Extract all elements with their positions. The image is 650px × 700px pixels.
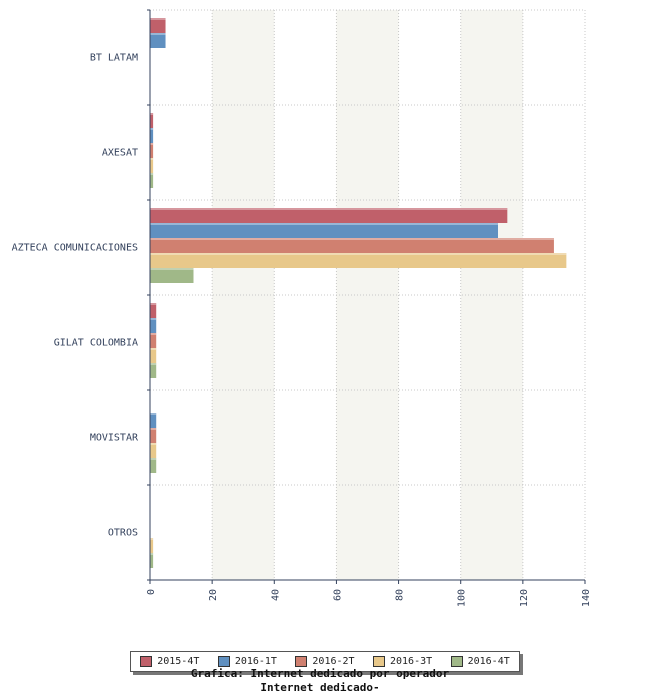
bar-highlight (150, 208, 508, 210)
bar (150, 268, 194, 283)
legend-label: 2016-1T (234, 656, 277, 667)
bar-highlight (150, 173, 154, 175)
category-label: MOVISTAR (90, 433, 139, 444)
bar (150, 173, 154, 188)
category-label: BT LATAM (90, 53, 138, 64)
category-labels: BT LATAM AXESAT AZTECA COMUNICACIONES GILAT… (12, 53, 139, 539)
x-tick-label: 0 (146, 589, 157, 595)
bar (150, 143, 154, 158)
legend-item: 2016-4T (450, 656, 510, 667)
legend-label: 2016-4T (467, 656, 510, 667)
bar (150, 538, 154, 553)
legend-swatch (373, 656, 385, 667)
chart-caption-line-2: Internet dedicado- (260, 681, 380, 694)
x-tick-label: 80 (395, 589, 406, 601)
bar (150, 333, 157, 348)
legend-swatch (140, 656, 153, 667)
bar (150, 253, 567, 268)
bar-highlight (150, 443, 157, 445)
bar (150, 428, 157, 443)
chart-caption-line-1: Grafica: Internet dedicado por operador (190, 667, 450, 680)
legend-item: 2016-3T (373, 656, 432, 667)
bar (150, 238, 554, 253)
bar (150, 318, 157, 333)
category-label: OTROS (108, 528, 138, 539)
axes (147, 9, 586, 584)
bar (150, 363, 157, 378)
bar (150, 208, 508, 223)
bar-highlight (150, 143, 154, 145)
bar-highlight (150, 348, 157, 350)
bar (150, 113, 154, 128)
category-label: AXESAT (102, 148, 138, 159)
legend-label: 2016-2T (312, 656, 355, 667)
x-tick-label: 100 (457, 589, 468, 607)
bar (150, 458, 157, 473)
category-label: GILAT COLOMBIA (54, 338, 138, 349)
legend-swatch (450, 656, 463, 667)
legend-swatch (217, 656, 230, 667)
x-tick-label: 120 (519, 589, 530, 607)
bar-highlight (150, 18, 166, 20)
bar-highlight (150, 318, 157, 320)
bar-highlight (150, 363, 157, 365)
bar-highlight (150, 113, 154, 115)
bars-group (150, 18, 567, 568)
bar-highlight (150, 333, 157, 335)
bar-chart: BT LATAM AXESAT AZTECA COMUNICACIONES GILAT… (12, 9, 592, 607)
bar (150, 33, 166, 48)
bar-highlight (150, 33, 166, 35)
legend-swatch (295, 656, 308, 667)
x-tick-label: 20 (208, 589, 219, 601)
legend-item: 2016-2T (295, 656, 355, 667)
legend-item: 2015-4T (140, 656, 199, 667)
bar-highlight (150, 223, 498, 225)
bar-highlight (150, 158, 154, 160)
x-tick-label: 60 (332, 589, 343, 601)
bar (150, 413, 157, 428)
bar-highlight (150, 128, 154, 130)
grid-band (336, 10, 399, 580)
bar-highlight (150, 413, 157, 415)
bar (150, 223, 498, 238)
x-tick-labels: 0 20 40 60 80 100 120 140 (146, 589, 592, 607)
bar (150, 18, 166, 33)
bar-highlight (150, 428, 157, 430)
bar-highlight (150, 553, 154, 555)
bar (150, 128, 154, 143)
x-tick-label: 140 (581, 589, 592, 607)
bar (150, 553, 154, 568)
x-tick-label: 40 (270, 589, 281, 601)
bar-highlight (150, 238, 554, 240)
legend-item: 2016-1T (217, 656, 277, 667)
bar-highlight (150, 268, 194, 270)
legend-label: 2015-4T (157, 656, 200, 667)
bar (150, 443, 157, 458)
bar-highlight (150, 538, 154, 540)
bar-highlight (150, 458, 157, 460)
legend: 2015-4T 2016-1T 2016-2T 2016-3T 2016-4T (130, 651, 520, 672)
bar-highlight (150, 253, 567, 255)
bar (150, 303, 157, 318)
bar (150, 158, 154, 173)
category-label: AZTECA COMUNICACIONES (12, 243, 138, 254)
legend-label: 2016-3T (390, 656, 433, 667)
bar (150, 348, 157, 363)
bar-highlight (150, 303, 157, 305)
